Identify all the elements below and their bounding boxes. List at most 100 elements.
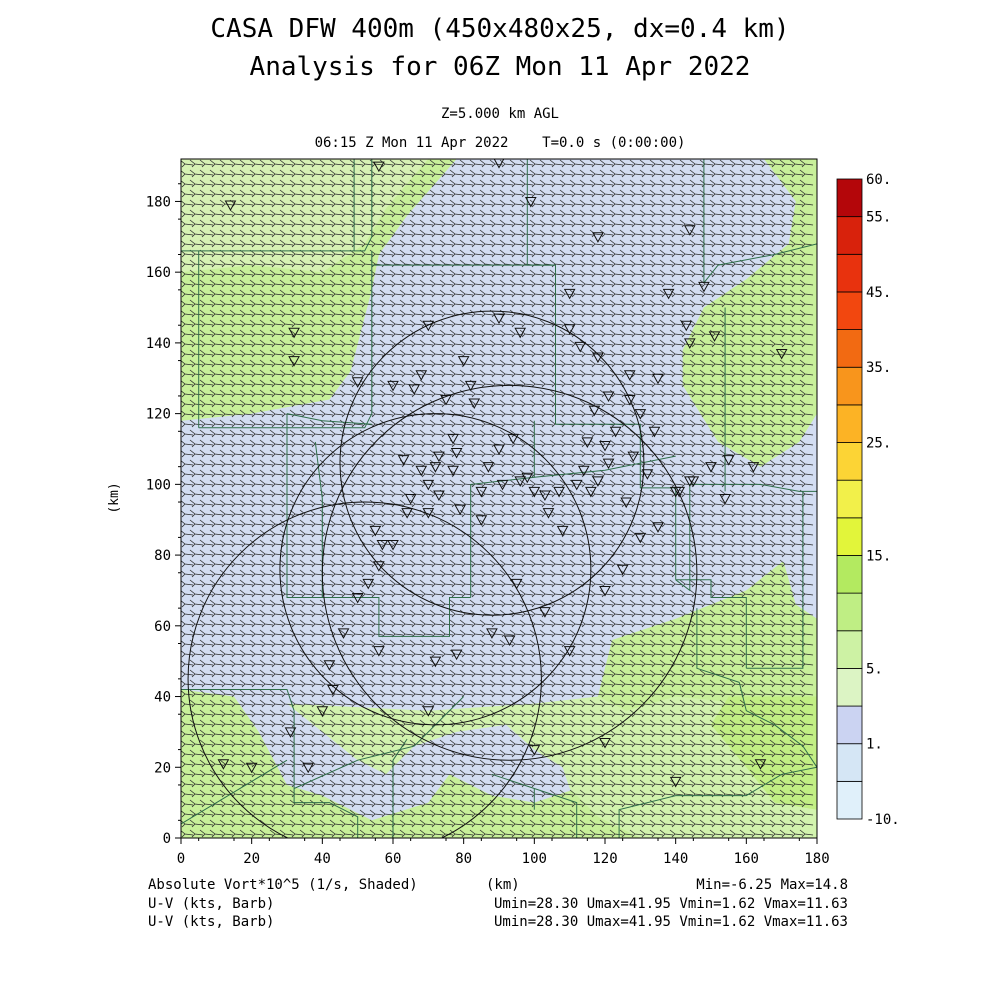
wind-barb	[519, 789, 534, 798]
wind-barb	[649, 799, 664, 808]
wind-barb	[189, 429, 204, 438]
wind-barb	[239, 739, 254, 748]
wind-barb	[449, 629, 464, 638]
wind-barb	[389, 689, 404, 698]
wind-barb	[349, 509, 364, 518]
wind-barb	[419, 809, 434, 818]
wind-barb	[629, 589, 644, 598]
wind-barb	[579, 759, 594, 768]
wind-barb	[649, 229, 664, 238]
wind-barb	[489, 509, 504, 518]
wind-barb	[659, 609, 674, 618]
wind-barb	[419, 549, 434, 558]
wind-barb	[489, 229, 504, 238]
wind-barb	[359, 459, 374, 468]
wind-barb	[479, 679, 494, 688]
wind-barb	[539, 649, 554, 658]
wind-barb	[539, 549, 554, 558]
wind-barb	[289, 679, 304, 688]
wind-barb	[659, 659, 674, 668]
x-tick-label: 160	[734, 851, 759, 867]
y-tick-label: 20	[154, 760, 171, 776]
wind-barb	[519, 489, 534, 498]
wind-barb	[769, 409, 784, 418]
wind-barb	[339, 619, 354, 628]
wind-barb	[189, 789, 204, 798]
wind-barb	[249, 419, 264, 428]
wind-barb	[259, 299, 274, 308]
wind-barb	[279, 429, 294, 438]
wind-barb	[599, 239, 614, 248]
wind-barb	[219, 629, 234, 638]
wind-barb	[539, 299, 554, 308]
wind-barb	[209, 509, 224, 518]
wind-barb	[419, 739, 434, 748]
wind-barb	[389, 319, 404, 328]
wind-barb	[569, 309, 584, 318]
wind-barb	[649, 349, 664, 358]
wind-barb	[449, 559, 464, 568]
wind-barb	[609, 469, 624, 478]
wind-barb	[659, 399, 674, 408]
wind-barb	[479, 689, 494, 698]
wind-barb	[629, 819, 644, 828]
wind-barb	[279, 349, 294, 358]
x-tick-label: 140	[663, 851, 688, 867]
wind-barb	[589, 629, 604, 638]
wind-barb	[499, 819, 514, 828]
wind-barb	[409, 399, 424, 408]
wind-barb	[589, 299, 604, 308]
wind-barb	[779, 819, 794, 828]
wind-barb	[299, 709, 314, 718]
wind-barb	[589, 749, 604, 758]
wind-barb	[459, 299, 474, 308]
wind-barb	[639, 619, 654, 628]
wind-barb	[789, 659, 804, 668]
wind-barb	[279, 279, 294, 288]
wind-barb	[679, 309, 694, 318]
wind-barb	[499, 569, 514, 578]
wind-barb	[649, 329, 664, 338]
wind-barb	[209, 389, 224, 398]
wind-barb	[739, 719, 754, 728]
wind-barb	[539, 539, 554, 548]
wind-barb	[249, 259, 264, 268]
wind-barb	[749, 639, 764, 648]
legend-color-band	[836, 329, 863, 368]
wind-barb	[229, 759, 244, 768]
wind-barb	[269, 449, 284, 458]
wind-barb	[209, 789, 224, 798]
wind-barb	[759, 459, 774, 468]
wind-barb	[639, 489, 654, 498]
wind-barb	[209, 299, 224, 308]
wind-barb	[679, 829, 694, 838]
wind-barb	[679, 709, 694, 718]
wind-barb	[339, 559, 354, 568]
wind-barb	[239, 789, 254, 798]
wind-barb	[799, 409, 814, 418]
wind-barb	[269, 619, 284, 628]
wind-barb	[439, 369, 454, 378]
wind-barb	[181, 510, 194, 518]
wind-barb	[379, 289, 394, 298]
wind-barb	[269, 529, 284, 538]
wind-barb	[339, 779, 354, 788]
wind-barb	[259, 809, 274, 818]
wind-barb	[649, 779, 664, 788]
wind-barb	[709, 819, 724, 828]
wind-barb	[539, 529, 554, 538]
wind-barb	[269, 409, 284, 418]
wind-barb	[699, 349, 714, 358]
wind-barb	[329, 799, 344, 808]
wind-barb	[579, 229, 594, 238]
wind-barb	[369, 349, 384, 358]
wind-barb	[739, 489, 754, 498]
wind-barb	[549, 539, 564, 548]
wind-barb	[549, 389, 564, 398]
wind-barb	[729, 279, 744, 288]
wind-barb	[639, 499, 654, 508]
wind-barb	[749, 319, 764, 328]
wind-barb	[799, 709, 814, 718]
wind-barb	[559, 579, 574, 588]
wind-barb	[789, 479, 804, 488]
